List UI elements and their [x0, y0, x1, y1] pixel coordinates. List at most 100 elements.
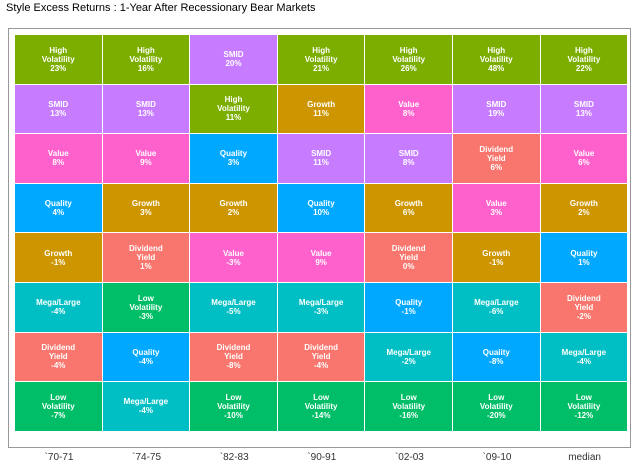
tile: Low Volatility -10% — [190, 382, 277, 431]
style-name: Mega/Large — [474, 298, 519, 308]
return-value: 1% — [578, 257, 590, 267]
tile: Value 3% — [453, 183, 540, 233]
return-value: 4% — [52, 208, 65, 218]
return-value: 21% — [313, 63, 330, 73]
style-name: SMID — [48, 99, 69, 109]
return-value: 3% — [227, 158, 240, 168]
return-value: -1% — [489, 257, 504, 267]
tile: Value 8% — [365, 84, 452, 134]
return-value: 11% — [313, 108, 329, 118]
style-name: SMID — [398, 149, 419, 159]
style-name: Dividend Yield — [391, 244, 426, 263]
tile: SMID 13% — [15, 84, 102, 134]
tile: Mega/Large -4% — [540, 332, 628, 382]
style-name: Value — [135, 149, 157, 159]
style-name: Value — [310, 248, 332, 258]
style-name: SMID — [311, 149, 332, 159]
tile: Value 9% — [102, 134, 190, 183]
tile: Dividend Yield -4% — [277, 332, 365, 382]
return-value: -16% — [399, 410, 419, 420]
return-value: 11% — [225, 113, 242, 123]
return-value: -2% — [401, 356, 416, 366]
tile: Quality -8% — [453, 332, 540, 382]
style-name: Dividend Yield — [216, 343, 251, 362]
style-name: Mega/Large — [561, 347, 607, 357]
tile: Dividend Yield 0% — [365, 233, 452, 282]
return-value: 11% — [313, 158, 329, 168]
style-name: SMID — [486, 99, 507, 109]
return-value: 19% — [488, 108, 505, 118]
return-value: 10% — [313, 208, 330, 218]
return-value: 16% — [137, 63, 154, 73]
style-name: Low Volatility — [129, 293, 163, 312]
period-label: `70-71 — [44, 452, 74, 463]
style-name: Value — [47, 149, 69, 159]
style-name: Quality — [395, 298, 423, 308]
period-label: `90-91 — [307, 452, 337, 463]
style-name: SMID — [135, 99, 156, 109]
return-value: -4% — [138, 356, 153, 366]
return-value: 6% — [490, 162, 503, 172]
style-name: High Volatility — [479, 45, 513, 64]
style-name: High Volatility — [217, 95, 250, 114]
tile: Low Volatility -7% — [15, 382, 102, 431]
period-label: median — [568, 452, 601, 463]
style-name: High Volatility — [304, 45, 338, 64]
tile: Mega/Large -2% — [365, 332, 452, 382]
tile: Mega/Large -5% — [190, 283, 277, 332]
return-value: 8% — [52, 158, 65, 168]
return-value: -1% — [51, 257, 66, 267]
return-value: -4% — [51, 361, 66, 371]
style-name: Dividend Yield — [41, 343, 76, 362]
style-name: Growth — [44, 248, 73, 258]
style-name: SMID — [223, 50, 244, 60]
tile: Mega/Large -4% — [102, 382, 190, 431]
return-value: -3% — [313, 307, 329, 317]
tile: Mega/Large -6% — [453, 283, 540, 332]
return-value: 2% — [227, 208, 240, 218]
style-name: Mega/Large — [211, 298, 256, 308]
tile: Dividend Yield 1% — [102, 233, 190, 282]
tile: Quality 1% — [540, 233, 628, 282]
style-name: SMID — [573, 99, 594, 109]
return-value: -2% — [576, 311, 591, 321]
style-name: Low Volatility — [392, 392, 426, 411]
return-value: 9% — [315, 257, 327, 267]
tile: Growth 3% — [102, 183, 190, 233]
return-value: 0% — [402, 262, 415, 272]
return-value: 48% — [488, 63, 505, 73]
style-name: Value — [485, 199, 507, 209]
tile: Value 8% — [15, 134, 102, 183]
style-name: Low Volatility — [304, 392, 338, 411]
return-value: 3% — [490, 208, 503, 218]
return-value: -12% — [574, 410, 594, 420]
return-value: -3% — [138, 311, 153, 321]
style-name: Low Volatility — [479, 392, 513, 411]
style-name: Low Volatility — [567, 392, 601, 411]
style-name: Mega/Large — [36, 298, 81, 308]
panel — [8, 28, 631, 448]
tile: Growth -1% — [453, 233, 540, 282]
return-value: -4% — [313, 361, 329, 371]
tile: Growth 11% — [277, 84, 365, 134]
tile: High Volatility 26% — [365, 35, 452, 84]
tile: High Volatility 48% — [453, 35, 540, 84]
style-name: Dividend Yield — [567, 293, 601, 312]
return-value: -3% — [226, 257, 241, 267]
return-value: 2% — [578, 208, 590, 218]
return-value: -10% — [224, 410, 243, 420]
return-value: 20% — [225, 59, 242, 69]
tile: Dividend Yield -8% — [190, 332, 277, 382]
return-value: -5% — [226, 307, 241, 317]
style-name: Value — [398, 99, 420, 109]
tile: High Volatility 21% — [277, 35, 365, 84]
return-value: -6% — [489, 307, 504, 317]
return-value: 8% — [402, 108, 415, 118]
tile: Low Volatility -3% — [102, 283, 190, 332]
tile: Quality 10% — [277, 183, 365, 233]
return-value: -4% — [576, 356, 591, 366]
tile: Low Volatility -14% — [277, 382, 365, 431]
style-name: High Volatility — [567, 45, 601, 64]
tile: Value -3% — [190, 233, 277, 282]
tile: Growth -1% — [15, 233, 102, 282]
